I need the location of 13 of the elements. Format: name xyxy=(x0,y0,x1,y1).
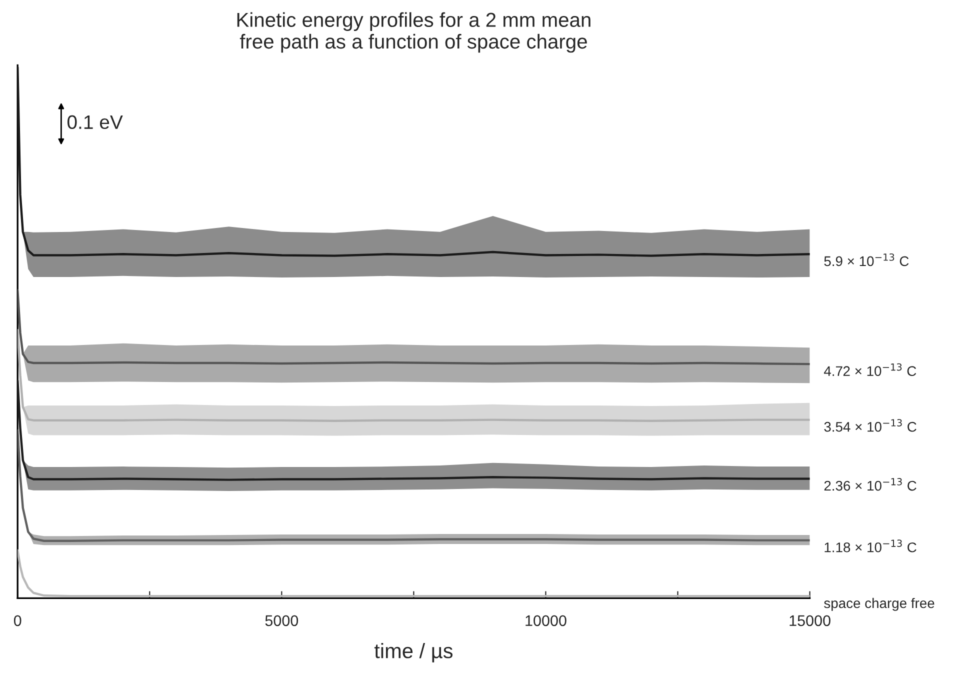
chart-title: Kinetic energy profiles for a 2 mm mean free path as a function of space charge xyxy=(237,12,590,53)
annotation: 0.1 eV xyxy=(67,115,123,130)
series-label: 5.9 × 10$^{−13}$ C xyxy=(824,253,909,266)
x-tick-label: 10000 xyxy=(526,615,566,626)
series-label: 4.72 × 10$^{−13}$ C xyxy=(824,363,916,376)
series-label: 3.54 × 10$^{−13}$ C xyxy=(824,419,916,432)
series-label: space charge free xyxy=(824,598,934,611)
x-axis-title: time / µs xyxy=(374,642,453,662)
series-label: 2.36 × 10$^{−13}$ C xyxy=(824,478,916,491)
x-tick-label: 5000 xyxy=(265,615,298,626)
x-tick-label: 0 xyxy=(14,615,22,626)
series-label: 1.18 × 10$^{−13}$ C xyxy=(824,540,916,552)
x-tick-label: 15000 xyxy=(790,615,830,626)
